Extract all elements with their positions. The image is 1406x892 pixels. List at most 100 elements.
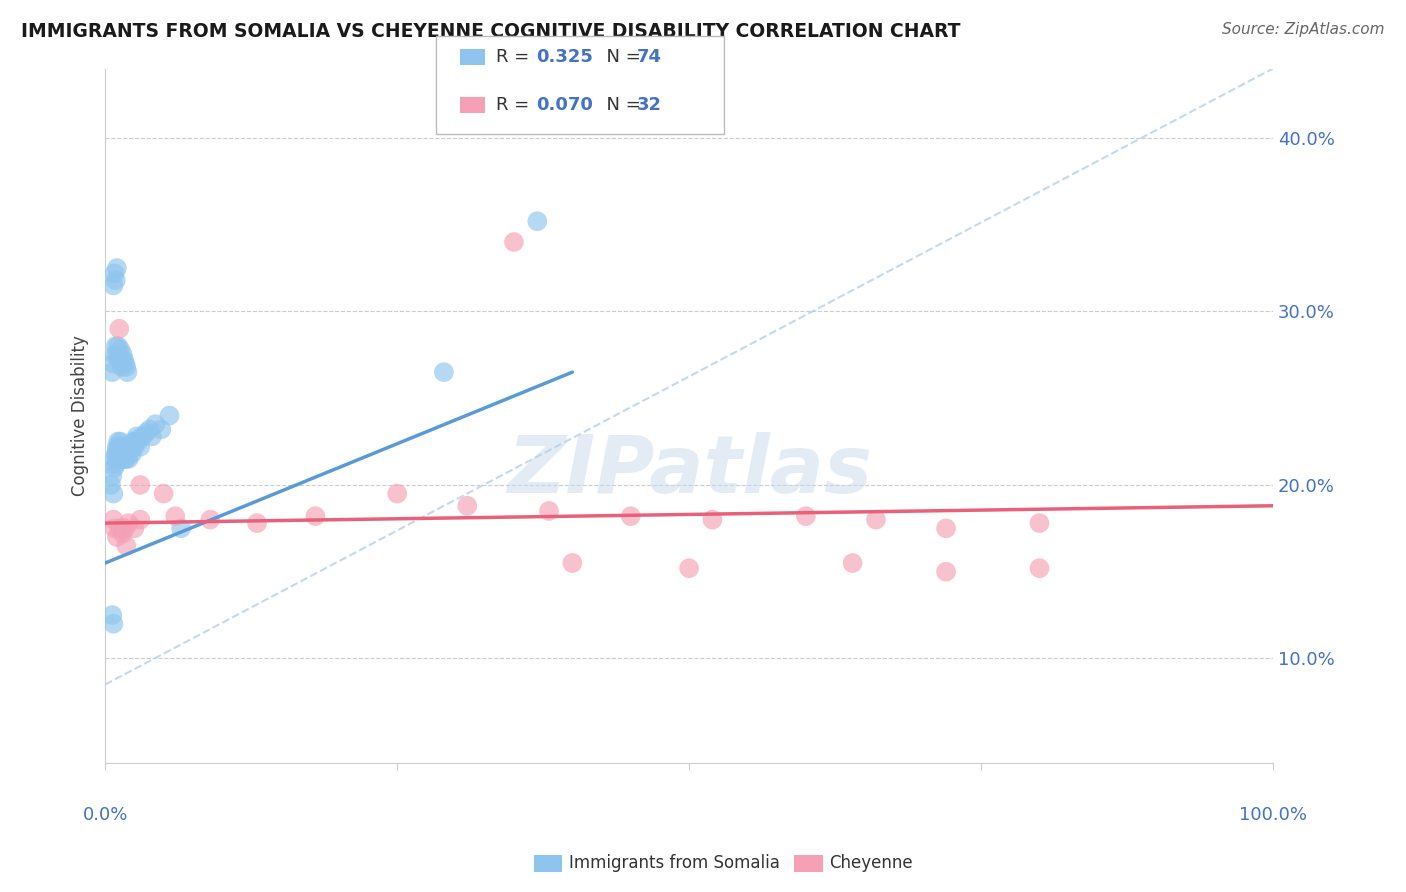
Point [114, 447, 136, 461]
Point [702, 513, 724, 527]
Point [794, 509, 817, 524]
Point [110, 343, 132, 357]
Point [124, 440, 146, 454]
Point [111, 521, 134, 535]
Point [114, 521, 136, 535]
Text: 0.0%: 0.0% [83, 806, 128, 824]
Text: IMMIGRANTS FROM SOMALIA VS CHEYENNE COGNITIVE DISABILITY CORRELATION CHART: IMMIGRANTS FROM SOMALIA VS CHEYENNE COGN… [21, 22, 960, 41]
Point [103, 460, 125, 475]
Point [115, 451, 138, 466]
Point [117, 447, 139, 461]
Point [105, 443, 128, 458]
Point [111, 451, 134, 466]
Point [385, 486, 408, 500]
Point [131, 429, 153, 443]
Point [103, 451, 125, 466]
Point [865, 513, 887, 527]
Point [108, 451, 131, 466]
Point [108, 443, 131, 458]
Point [935, 521, 957, 535]
Point [433, 365, 456, 379]
Text: Source: ZipAtlas.com: Source: ZipAtlas.com [1222, 22, 1385, 37]
Point [111, 443, 134, 458]
Text: 74: 74 [637, 48, 662, 66]
Point [110, 451, 132, 466]
Point [117, 447, 139, 461]
Point [101, 608, 124, 623]
Point [105, 530, 128, 544]
Point [129, 513, 152, 527]
Point [115, 359, 138, 374]
Point [104, 273, 127, 287]
Text: R =: R = [496, 48, 536, 66]
Point [104, 447, 127, 461]
Point [121, 447, 143, 461]
Point [110, 447, 132, 461]
Point [100, 478, 122, 492]
Point [678, 561, 700, 575]
Point [103, 521, 125, 535]
Point [103, 348, 125, 362]
Point [104, 457, 127, 471]
Point [115, 440, 138, 454]
Point [103, 278, 125, 293]
Point [141, 429, 163, 443]
Text: 0.070: 0.070 [536, 96, 592, 114]
Point [117, 516, 139, 530]
Point [104, 339, 127, 353]
Point [112, 353, 135, 368]
Point [526, 214, 548, 228]
Point [841, 556, 863, 570]
Point [115, 539, 138, 553]
Text: Immigrants from Somalia: Immigrants from Somalia [569, 855, 780, 872]
Point [124, 434, 146, 449]
Point [108, 353, 131, 368]
Point [537, 504, 560, 518]
Point [456, 499, 478, 513]
Point [620, 509, 643, 524]
Point [122, 434, 145, 449]
Point [108, 440, 131, 454]
Point [114, 356, 136, 370]
Point [159, 409, 181, 423]
Point [112, 447, 135, 461]
Point [105, 451, 128, 466]
Point [503, 235, 526, 249]
Point [105, 348, 128, 362]
Point [561, 556, 583, 570]
Point [118, 443, 141, 458]
Text: 32: 32 [637, 96, 662, 114]
Point [114, 443, 136, 458]
Text: Cheyenne: Cheyenne [830, 855, 912, 872]
Point [138, 422, 160, 436]
Point [135, 425, 157, 440]
Point [127, 434, 149, 449]
Point [1028, 516, 1050, 530]
Point [200, 513, 222, 527]
Point [125, 429, 148, 443]
Point [129, 440, 152, 454]
Point [117, 443, 139, 458]
Point [110, 447, 132, 461]
Point [170, 521, 193, 535]
Point [117, 365, 139, 379]
Point [124, 521, 146, 535]
Point [246, 516, 269, 530]
Point [1028, 561, 1050, 575]
Point [112, 451, 135, 466]
Point [105, 261, 128, 276]
Text: ZIPatlas: ZIPatlas [506, 432, 872, 510]
Point [107, 447, 129, 461]
Point [111, 348, 134, 362]
Point [103, 356, 125, 370]
Text: R =: R = [496, 96, 536, 114]
Text: N =: N = [595, 48, 647, 66]
Text: 0.325: 0.325 [536, 48, 592, 66]
Point [129, 478, 152, 492]
Point [101, 469, 124, 483]
Point [110, 440, 132, 454]
Point [145, 417, 167, 432]
Point [107, 339, 129, 353]
Point [101, 365, 124, 379]
Text: N =: N = [595, 96, 647, 114]
